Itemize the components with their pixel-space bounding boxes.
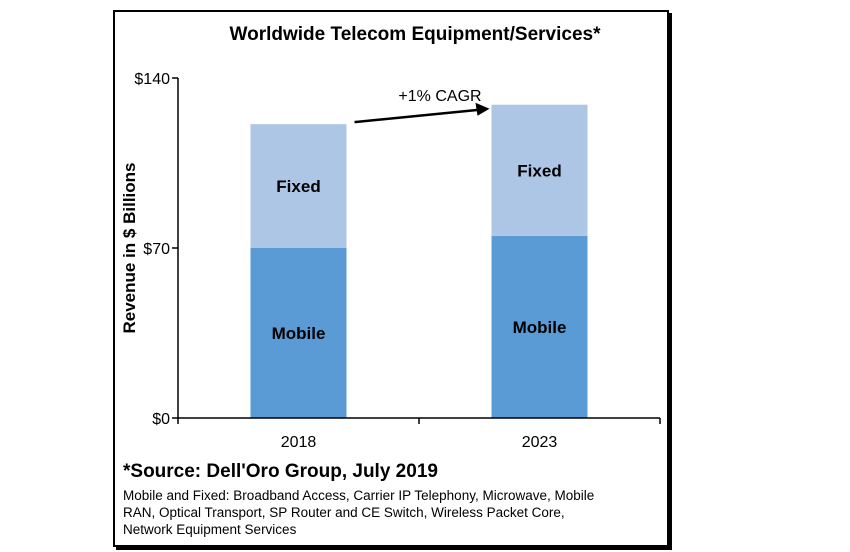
- footnote-text: Mobile and Fixed: Broadband Access, Carr…: [123, 487, 594, 538]
- bar-label: Fixed: [276, 177, 320, 196]
- y-tick-label: $140: [134, 71, 170, 88]
- cagr-annotation: +1% CAGR: [398, 88, 481, 105]
- bar-fixed-2023: [491, 104, 588, 236]
- bar-fixed-2018: [250, 124, 347, 248]
- chart-title: Worldwide Telecom Equipment/Services*: [230, 24, 602, 45]
- y-tick-label: $70: [143, 241, 170, 258]
- bar-label: Fixed: [517, 161, 561, 180]
- footnote-line: Network Equipment Services: [123, 522, 297, 537]
- footnote-line: RAN, Optical Transport, SP Router and CE…: [123, 505, 565, 520]
- y-tick-label: $0: [152, 411, 170, 428]
- arrow-head-icon: [475, 102, 490, 116]
- x-tick-label: 2023: [522, 434, 558, 451]
- bar-label: Mobile: [513, 318, 567, 337]
- x-tick-label: 2018: [281, 434, 317, 451]
- bar-mobile-2018: [250, 248, 347, 418]
- y-axis-label: Revenue in $ Billions: [120, 163, 139, 334]
- bar-label: Mobile: [272, 324, 326, 343]
- bar-mobile-2023: [491, 235, 588, 418]
- footnote-line: Mobile and Fixed: Broadband Access, Carr…: [123, 488, 595, 503]
- source-note: *Source: Dell'Oro Group, July 2019: [123, 461, 438, 482]
- cagr-arrow: [354, 108, 480, 124]
